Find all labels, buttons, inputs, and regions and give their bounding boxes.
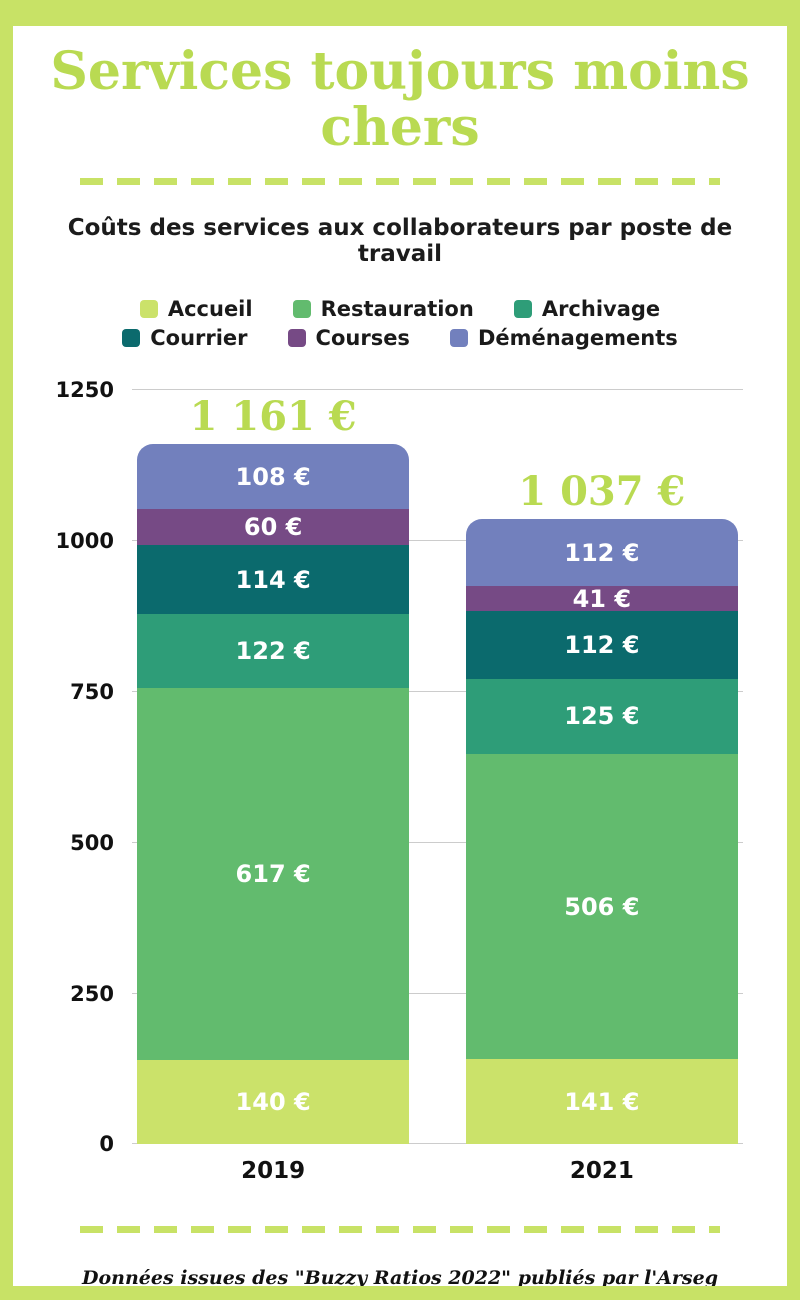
legend-swatch-icon	[287, 329, 306, 348]
segment-value-label: 41 €	[572, 584, 632, 613]
x-axis-label: 2021	[569, 1158, 634, 1185]
legend-label: Archivage	[541, 297, 661, 322]
legend-label: Courrier	[150, 326, 248, 351]
segment-value-label: 112 €	[564, 630, 640, 659]
segment-value-label: 141 €	[564, 1087, 640, 1116]
segment-value-label: 114 €	[235, 565, 311, 594]
segment-déménagements: 112 €	[465, 518, 739, 587]
segment-value-label: 125 €	[564, 702, 640, 731]
legend-swatch-icon	[139, 300, 158, 319]
plot: 0 250 500 750 1000 1250 1 161 € 140 € 617 € 122 €…	[56, 378, 743, 1184]
y-tick-label: 1250	[55, 378, 114, 403]
x-axis-label: 2019	[241, 1158, 306, 1185]
gridline	[132, 540, 743, 542]
segment-restauration: 506 €	[465, 754, 739, 1060]
dashed-divider-top	[80, 178, 720, 186]
segment-value-label: 60 €	[243, 513, 303, 542]
segment-value-label: 140 €	[235, 1088, 311, 1117]
legend-item-déménagements: Déménagements	[449, 326, 678, 351]
bar-total-label: 1 037 €	[518, 467, 686, 515]
segment-archivage: 125 €	[465, 678, 739, 755]
segment-restauration: 617 €	[136, 687, 410, 1060]
source-note: Données issues des "Buzzy Ratios 2022" p…	[82, 1267, 718, 1290]
segment-courrier: 114 €	[136, 545, 410, 615]
segment-accueil: 141 €	[465, 1059, 739, 1145]
legend-swatch-icon	[122, 329, 141, 348]
legend-item-accueil: Accueil	[139, 297, 253, 322]
segment-value-label: 122 €	[235, 636, 311, 665]
y-tick-label: 1000	[55, 529, 114, 554]
segment-value-label: 112 €	[564, 538, 640, 567]
bar-total-label: 1 161 €	[189, 393, 357, 440]
legend-row: Courrier Courses Déménagements	[122, 326, 678, 350]
segment-courses: 60 €	[136, 509, 410, 546]
segment-courrier: 112 €	[465, 611, 739, 679]
segment-value-label: 617 €	[235, 859, 311, 888]
legend-swatch-icon	[292, 300, 311, 319]
legend-swatch-icon	[449, 329, 468, 348]
y-tick-label: 500	[70, 830, 114, 855]
legend-item-courrier: Courrier	[122, 326, 248, 351]
segment-accueil: 140 €	[136, 1059, 410, 1145]
segment-value-label: 108 €	[235, 462, 311, 491]
bar-2019: 1 161 € 140 € 617 € 122 € 114 € 60 € 108 €	[136, 393, 410, 1145]
legend-label: Restauration	[320, 297, 474, 322]
chart-title: Coûts des services aux collaborateurs pa…	[67, 215, 733, 268]
segment-courses: 41 €	[465, 584, 739, 613]
gridline	[132, 690, 743, 692]
bar-2021: 1 037 € 141 € 506 € 125 € 112 € 41 € 112 €	[465, 468, 739, 1145]
gridline	[132, 389, 743, 391]
legend-row: Accueil Restauration Archivage	[139, 297, 661, 322]
legend-label: Courses	[315, 326, 410, 351]
segment-déménagements: 108 €	[136, 444, 410, 510]
legend-swatch-icon	[513, 300, 532, 319]
y-tick-label: 0	[99, 1132, 114, 1157]
dashed-divider-bottom	[80, 1226, 720, 1234]
gridline	[132, 1143, 743, 1145]
gridline	[132, 841, 743, 843]
gridline	[132, 992, 743, 994]
legend-item-restauration: Restauration	[292, 297, 474, 322]
legend-label: Déménagements	[477, 326, 678, 351]
legend-item-courses: Courses	[287, 326, 410, 351]
segment-value-label: 506 €	[564, 892, 640, 921]
segment-archivage: 122 €	[136, 614, 410, 688]
legend-item-archivage: Archivage	[513, 297, 661, 322]
page-title: Services toujours moins chers	[50, 41, 750, 159]
y-tick-label: 250	[70, 981, 114, 1006]
legend-label: Accueil	[167, 297, 253, 322]
legend: Accueil Restauration Archivage Courrier Cour…	[13, 297, 787, 350]
y-tick-label: 750	[70, 679, 114, 704]
